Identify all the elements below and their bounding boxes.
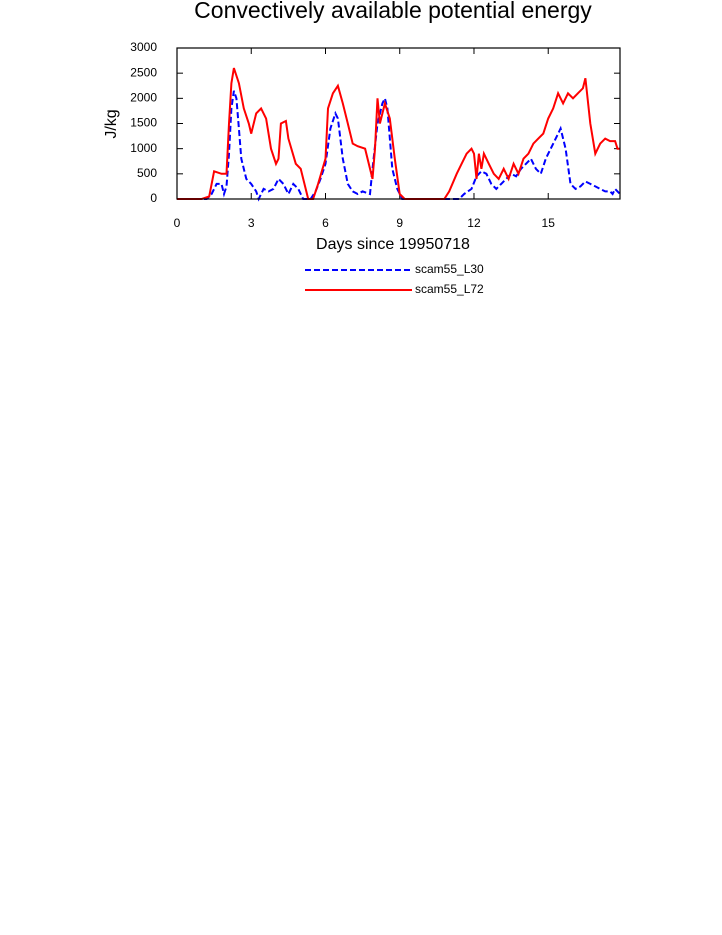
y-axis-label: J/kg: [103, 109, 120, 138]
y-tick-label: 3000: [130, 40, 157, 54]
y-tick-label: 2500: [130, 65, 157, 79]
x-tick-label: 6: [322, 216, 329, 230]
series-line: [177, 90, 621, 202]
legend-label: scam55_L30: [415, 262, 484, 276]
chart-title: Convectively available potential energy: [194, 0, 592, 23]
x-tick-label: 0: [174, 216, 181, 230]
x-tick-label: 3: [248, 216, 255, 230]
y-tick-label: 1000: [130, 141, 157, 155]
y-tick-label: 500: [137, 166, 157, 180]
plot-frame: [176, 47, 621, 200]
y-tick-label: 2000: [130, 91, 157, 105]
legend-label: scam55_L72: [415, 282, 484, 296]
series-line: [177, 67, 620, 200]
x-axis-label: Days since 19950718: [316, 236, 470, 253]
x-tick-label: 12: [467, 216, 481, 230]
x-tick-label: 15: [542, 216, 556, 230]
y-tick-label: 1500: [130, 116, 157, 130]
y-tick-label: 0: [150, 191, 157, 205]
x-tick-label: 9: [396, 216, 403, 230]
